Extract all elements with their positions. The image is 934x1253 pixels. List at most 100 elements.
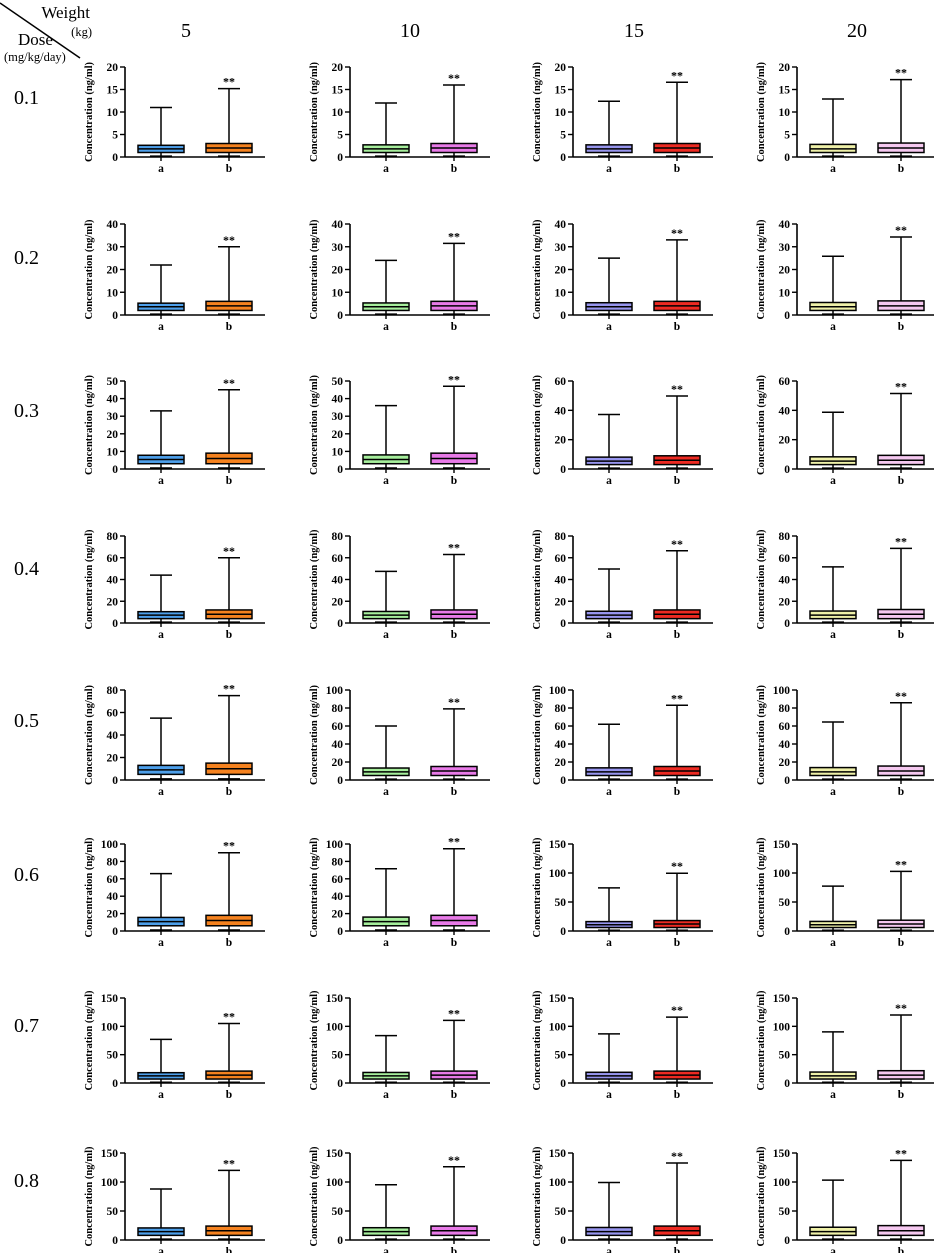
dose-row-label-0.7: 0.7 [14,1015,39,1037]
y-tick-label: 0 [784,152,790,164]
x-category-label-b: b [898,1089,904,1101]
x-category-label-a: a [383,786,389,798]
box-b: b ** [653,226,701,333]
y-tick-label: 10 [779,107,791,119]
y-tick-label: 15 [555,85,567,97]
significance-marker: ** [448,71,460,85]
box-a: a [137,1038,185,1101]
significance-marker: ** [223,1010,235,1024]
y-axis-label: Concentration (ng/ml) [84,1146,95,1247]
significance-marker: ** [671,691,683,705]
significance-marker: ** [223,544,235,558]
x-category-label-a: a [606,629,612,641]
y-tick-label: 80 [779,531,791,543]
significance-marker: ** [448,695,460,709]
box-b: b ** [877,1146,925,1253]
significance-marker: ** [895,223,907,237]
x-category-label-a: a [830,786,836,798]
y-tick-label: 40 [107,219,119,231]
box-a: a [362,570,410,641]
y-tick-label: 0 [112,464,118,476]
y-tick-label: 20 [555,62,567,74]
y-tick-label: 20 [332,429,344,441]
significance-marker: ** [671,1149,683,1163]
y-tick-label: 50 [555,1050,567,1062]
box-a: a [809,1031,857,1101]
y-tick-label: 0 [337,310,343,322]
y-tick-label: 80 [332,703,344,715]
x-category-label-a: a [158,937,164,949]
y-tick-label: 40 [779,405,791,417]
y-tick-label: 50 [779,897,791,909]
y-tick-label: 40 [107,730,119,742]
panel-dose-0.7-weight-15: 0 50 100 150 Concentration (ng/ml) a b ** [532,990,713,1101]
x-category-label-b: b [226,1246,232,1253]
x-category-label-b: b [898,629,904,641]
y-tick-label: 10 [555,287,567,299]
corner-dose-unit: (mg/kg/day) [4,50,66,64]
x-category-label-b: b [898,1246,904,1253]
y-tick-label: 80 [107,531,119,543]
x-category-label-a: a [830,475,836,487]
panel-dose-0.3-weight-20: 0 20 40 60 Concentration (ng/ml) a b ** [756,374,934,487]
y-tick-label: 100 [326,1021,344,1033]
x-category-label-a: a [383,163,389,175]
box-a: a [362,868,410,949]
box-b: b ** [877,223,925,333]
x-category-label-b: b [898,786,904,798]
panel-dose-0.5-weight-20: 0 20 40 60 80 100 Concentration (ng/ml) a b ** [756,684,934,798]
significance-marker: ** [671,226,683,240]
x-category-label-a: a [383,629,389,641]
box-b: b ** [205,376,253,487]
x-category-label-a: a [606,1089,612,1101]
y-tick-label: 40 [779,739,791,751]
y-tick-label: 60 [779,721,791,733]
box-b: b ** [205,233,253,333]
y-tick-label: 50 [779,1050,791,1062]
significance-marker: ** [895,66,907,80]
y-tick-label: 30 [555,242,567,254]
y-tick-label: 0 [337,618,343,630]
y-tick-label: 150 [549,993,567,1005]
panel-dose-0.4-weight-5: 0 20 40 60 80 Concentration (ng/ml) a b ** [84,529,265,641]
box-b: b ** [877,689,925,798]
panel-dose-0.3-weight-5: 0 10 20 30 40 50 Concentration (ng/ml) a b ** [84,374,265,487]
significance-marker: ** [223,839,235,853]
significance-marker: ** [895,379,907,393]
y-axis-label: Concentration (ng/ml) [756,1146,767,1247]
y-tick-label: 20 [779,62,791,74]
y-tick-label: 10 [107,107,119,119]
y-tick-label: 60 [332,553,344,565]
significance-marker: ** [895,534,907,548]
y-tick-label: 50 [107,1050,119,1062]
y-tick-label: 0 [784,464,790,476]
y-axis-label: Concentration (ng/ml) [84,219,95,320]
dose-row-headers: 0.1 0.2 0.3 0.4 0.5 0.6 0.7 0.8 [14,87,39,1192]
y-tick-label: 20 [332,757,344,769]
x-category-label-b: b [226,1089,232,1101]
corner-weight-unit: (kg) [71,25,92,39]
box-a: a [137,717,185,798]
x-category-label-b: b [674,629,680,641]
x-category-label-b: b [898,163,904,175]
y-axis-label: Concentration (ng/ml) [756,61,767,162]
y-tick-label: 0 [784,310,790,322]
y-tick-label: 150 [101,993,119,1005]
box-b: b ** [205,1010,253,1101]
y-tick-label: 60 [555,721,567,733]
box-a: a [362,1183,410,1253]
y-tick-label: 30 [332,242,344,254]
panel-dose-0.1-weight-10: 0 5 10 15 20 Concentration (ng/ml) a b ** [309,61,490,175]
y-axis-label: Concentration (ng/ml) [309,374,320,475]
box-a: a [809,566,857,641]
x-category-label-b: b [451,475,457,487]
y-tick-label: 50 [555,897,567,909]
x-category-label-a: a [606,163,612,175]
box-b: b ** [430,372,478,487]
y-tick-label: 5 [112,130,118,142]
x-category-label-b: b [226,937,232,949]
y-tick-label: 0 [112,310,118,322]
weight-column-headers: 5 10 15 20 [181,20,867,42]
box-b: b ** [877,857,925,949]
box-b: b ** [653,1003,701,1101]
